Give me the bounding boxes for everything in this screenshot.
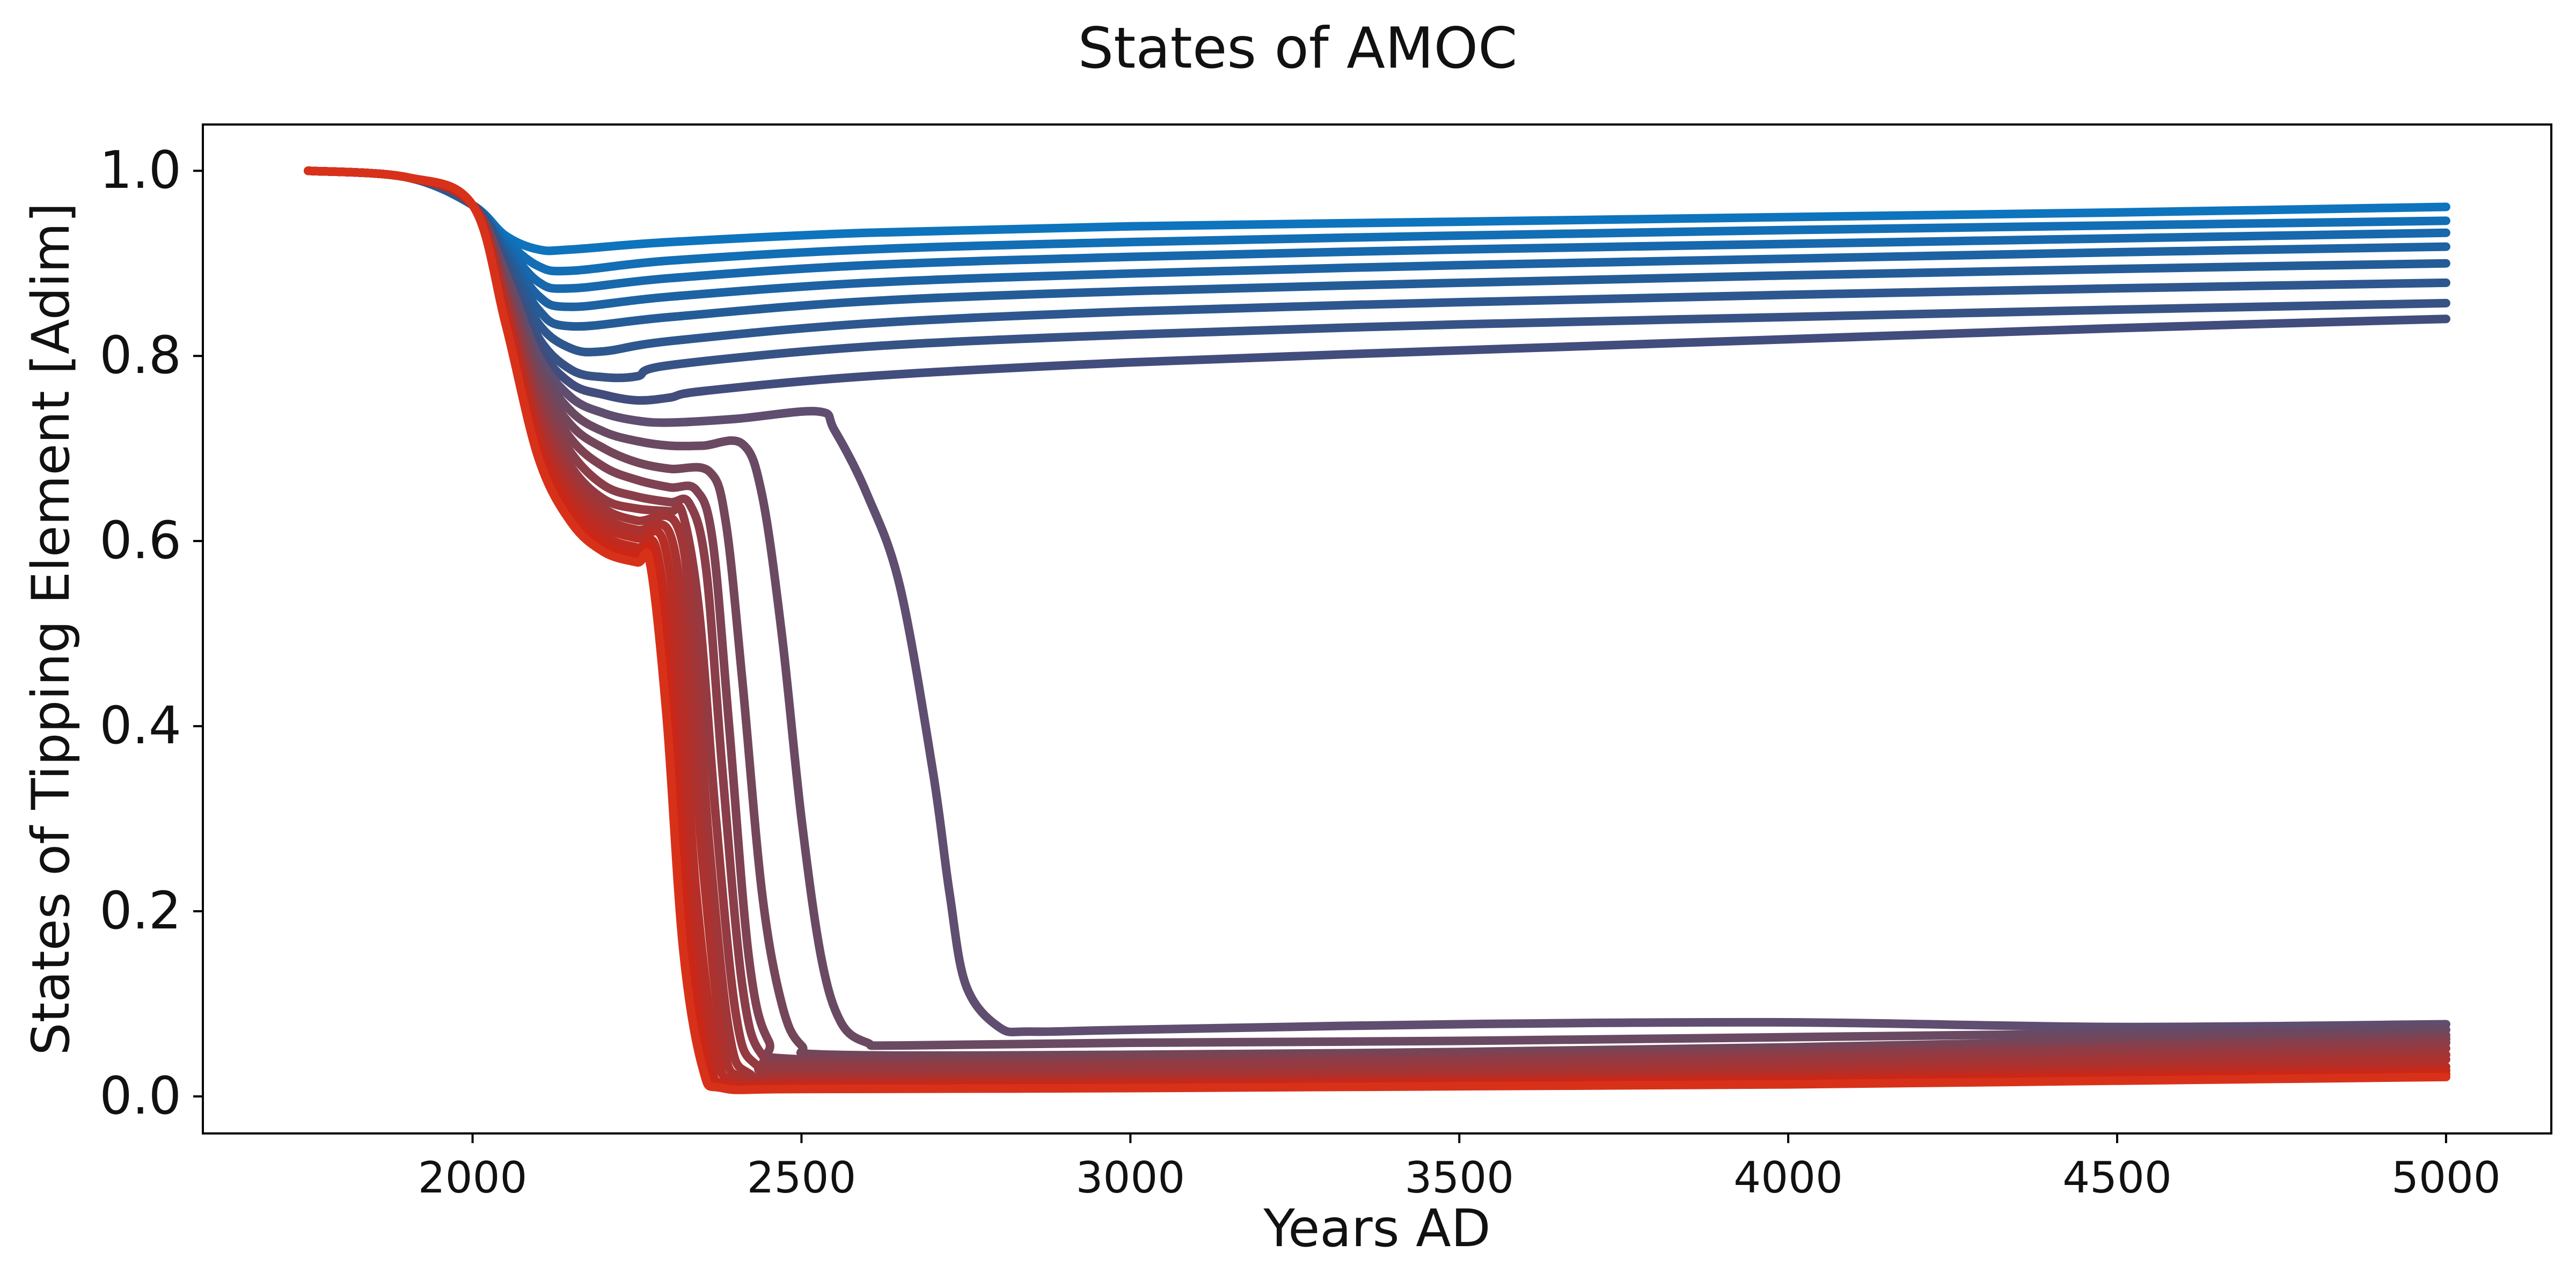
plot-area-frame [202, 123, 2552, 1135]
x-tick-label-5: 4000 [1733, 1153, 1843, 1203]
y-tick-label-3: 0.4 [99, 696, 181, 756]
series-line-20 [304, 166, 2450, 1094]
title-text: States of AMOC [1078, 16, 1518, 81]
y-tick-label-6: 1.0 [99, 140, 181, 200]
x-axis-ticks: 2000 2500 3000 3500 4000 4500 5000 [418, 1133, 2501, 1203]
chart-title: States of AMOC [1078, 16, 1518, 81]
x-tick-label-1: 2000 [418, 1153, 528, 1203]
x-tick-label-7: 5000 [2391, 1153, 2501, 1203]
x-tick-label-4: 3500 [1404, 1153, 1514, 1203]
series-line-9 [304, 166, 2450, 1037]
y-tick-label-2: 0.2 [99, 881, 181, 941]
x-tick-label-3: 3000 [1076, 1153, 1185, 1203]
series-group [304, 166, 2450, 1094]
y-tick-label-4: 0.6 [99, 510, 181, 570]
x-tick-label-6: 4500 [2062, 1153, 2172, 1203]
y-tick-label-1: 0.0 [99, 1066, 181, 1126]
y-tick-label-5: 0.8 [99, 325, 181, 385]
y-axis-ticks: 0.0 0.2 0.4 0.6 0.8 1.0 [99, 140, 203, 1126]
x-axis-label: Years AD [1263, 1198, 1490, 1258]
y-axis-label: States of Tipping Element [Adim] [21, 203, 81, 1056]
x-tick-label-2: 2500 [747, 1153, 857, 1203]
